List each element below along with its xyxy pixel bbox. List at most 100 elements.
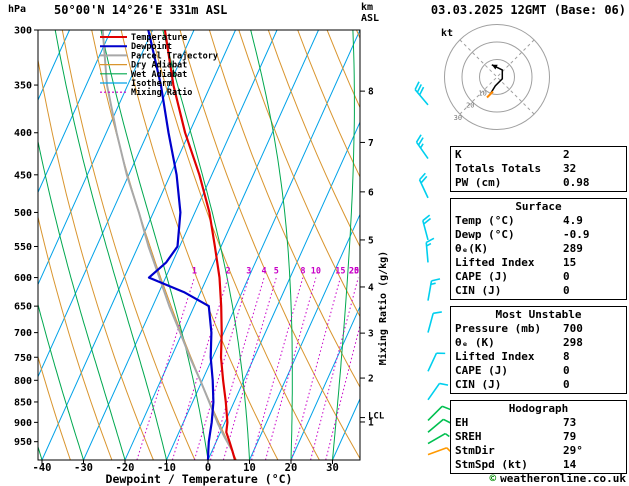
mixing-ratio-value-label: 8 bbox=[300, 267, 305, 277]
wet-adiabat-line bbox=[374, 30, 431, 460]
most-unstable-box: Most Unstable Pressure (mb) 700 θₑ (K) 298… bbox=[450, 306, 627, 394]
mixing-ratio-value-label: 20 bbox=[349, 267, 359, 277]
pressure-axis-unit: hPa bbox=[8, 4, 27, 15]
isotherm-line bbox=[207, 121, 360, 460]
panel-row: CAPE (J) 0 bbox=[451, 270, 626, 284]
sounding-profiles bbox=[101, 30, 237, 460]
axes: 3003504004505005506006507007508008509009… bbox=[14, 26, 385, 475]
hodograph-ring bbox=[461, 41, 533, 113]
legend-label: Wet Adiabat bbox=[131, 69, 187, 80]
panel-row-value: 4.9 bbox=[563, 214, 583, 227]
hodograph-plot: 10 20 30 bbox=[444, 24, 550, 130]
pressure-tick-label: 500 bbox=[14, 208, 32, 219]
panel-row-label: CAPE (J) bbox=[455, 364, 508, 377]
panel-row-label: Lifted Index bbox=[455, 256, 535, 269]
panel-row: Totals Totals 32 bbox=[451, 162, 626, 176]
mixing-ratio-value-label: 10 bbox=[311, 267, 321, 277]
temperature-curve bbox=[163, 30, 237, 460]
temperature-tick-label: -10 bbox=[157, 462, 176, 474]
mixing-ratio-value-label: 5 bbox=[274, 267, 279, 277]
hodograph-ring-label: 30 bbox=[454, 114, 462, 122]
surface-box: Surface Temp (°C) 4.9 Dewp (°C) -0.9 θₑ(K)… bbox=[450, 198, 627, 300]
mixing-ratio-value-label: 25 bbox=[349, 267, 359, 277]
panel-row-value: 15 bbox=[563, 256, 577, 269]
wet-adiabat-line bbox=[100, 30, 209, 460]
dewpoint-curve bbox=[147, 30, 215, 460]
hodograph-trace bbox=[489, 64, 504, 95]
panel-row-value: 289 bbox=[563, 242, 583, 255]
panel-row: Lifted Index 15 bbox=[451, 256, 626, 270]
pressure-tick-label: 550 bbox=[14, 242, 32, 253]
panel-row-label: K bbox=[455, 148, 462, 161]
panel-row-value: 2 bbox=[563, 148, 570, 161]
mixing-ratio-value-label: 15 bbox=[335, 267, 345, 277]
panel-row-label: θₑ(K) bbox=[455, 242, 489, 255]
wind-barb bbox=[427, 352, 446, 372]
dry-adiabat-line bbox=[267, 30, 360, 248]
mixing-ratio-line bbox=[210, 277, 265, 460]
pressure-tick-label: 650 bbox=[14, 302, 32, 313]
wet-adiabat-line bbox=[54, 30, 167, 460]
panel-row: StmSpd (kt) 14 bbox=[451, 458, 626, 472]
panel-row: Pressure (mb) 700 bbox=[451, 322, 626, 336]
pressure-tick-label: 850 bbox=[14, 397, 32, 408]
legend-label: Isotherm bbox=[131, 79, 172, 89]
isotherm-line bbox=[38, 30, 195, 378]
hodograph-ring-label: 20 bbox=[466, 102, 474, 110]
mixing-ratio-line bbox=[291, 277, 341, 460]
wet-adiabat-line bbox=[250, 30, 293, 460]
mixing-ratio-value-label: 2 bbox=[225, 267, 230, 277]
panel-row-label: PW (cm) bbox=[455, 176, 502, 189]
mixing-ratio-line bbox=[325, 323, 360, 460]
wind-barb bbox=[414, 81, 429, 106]
isotherm-line bbox=[41, 30, 236, 460]
temperature-tick-label: -40 bbox=[33, 462, 52, 474]
panel-row: CIN (J) 0 bbox=[451, 284, 626, 298]
mixing-ratio-line bbox=[171, 277, 229, 460]
lcl-label: LCL bbox=[368, 412, 385, 422]
hodograph-surface-marker bbox=[486, 90, 494, 99]
copyright: © weatheronline.co.uk bbox=[490, 472, 626, 485]
station-title: 50°00'N 14°26'E 331m ASL bbox=[54, 3, 228, 17]
pressure-tick-label: 750 bbox=[14, 353, 32, 364]
isotherm-line bbox=[124, 30, 319, 460]
mixing-ratio-axis-label: Mixing Ratio (g/kg) bbox=[377, 251, 389, 365]
temperature-tick-label: 10 bbox=[243, 462, 256, 474]
panel-row-value: 29° bbox=[563, 444, 583, 457]
pressure-tick-label: 450 bbox=[14, 170, 32, 181]
panel-row: Temp (°C) 4.9 bbox=[451, 214, 626, 228]
mixing-ratio-labels: 1 2 3 4 5 8 10 15 2025 bbox=[192, 267, 359, 277]
pressure-tick-label: 900 bbox=[14, 418, 32, 429]
mixing-ratio-value-label: 4 bbox=[262, 267, 267, 277]
dry-adiabat-line bbox=[208, 30, 360, 389]
km-tick-label: 8 bbox=[368, 87, 374, 98]
dry-adiabat-line bbox=[38, 57, 154, 460]
panel-row-label: Dewp (°C) bbox=[455, 228, 515, 241]
km-tick-label: 1 bbox=[368, 417, 374, 428]
altitude-axis-unit: km ASL bbox=[361, 2, 380, 24]
wet-adiabat-line bbox=[38, 139, 126, 460]
wind-barb bbox=[415, 134, 429, 160]
panel-row-label: StmSpd (kt) bbox=[455, 458, 528, 471]
isotherm-line bbox=[83, 30, 278, 460]
copyright-text: weatheronline.co.uk bbox=[500, 472, 626, 485]
panel-row: Lifted Index 8 bbox=[451, 350, 626, 364]
mixing-ratio-value-label: 3 bbox=[246, 267, 251, 277]
panel-row-value: 73 bbox=[563, 416, 577, 429]
pressure-tick-label: 300 bbox=[14, 26, 32, 37]
panel-row-label: Temp (°C) bbox=[455, 214, 515, 227]
panel-section-title: Hodograph bbox=[508, 402, 569, 415]
wind-barbs bbox=[414, 81, 452, 456]
panel-row-value: 298 bbox=[563, 336, 583, 349]
hodograph-ring bbox=[444, 24, 550, 130]
panel-row-label: CIN (J) bbox=[455, 378, 502, 391]
pressure-tick-label: 950 bbox=[14, 437, 32, 448]
dry-adiabat-line bbox=[150, 30, 320, 460]
panel-row-label: CAPE (J) bbox=[455, 270, 508, 283]
pressure-tick-label: 600 bbox=[14, 273, 32, 284]
legend-label: Temperature bbox=[131, 33, 187, 43]
wind-barb bbox=[427, 405, 451, 421]
